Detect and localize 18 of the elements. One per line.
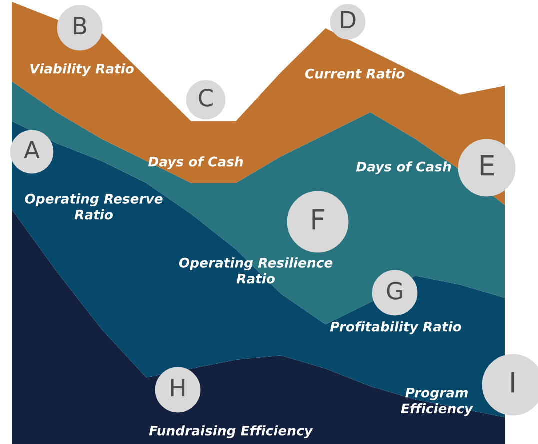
annotation: Program Efficiency (401, 388, 474, 416)
annotation: Current Ratio (305, 68, 405, 79)
annotation: Viability Ratio (30, 64, 134, 76)
annotation: D (341, 11, 356, 29)
annotation: E (480, 155, 494, 176)
annotation: Profitability Ratio (330, 322, 462, 334)
annotation: Days of Cash (356, 162, 452, 174)
annotation: F (312, 209, 324, 230)
annotation: Operating Reserve Ratio (25, 194, 163, 220)
annotation: G (387, 282, 402, 300)
annotation: A (24, 141, 40, 159)
annotation: H (171, 379, 185, 397)
annotation: Days of Cash (148, 156, 244, 170)
annotation: B (74, 17, 86, 35)
annotation: I (512, 372, 514, 393)
annotation: Fundraising Efficiency (149, 426, 314, 438)
annotation: Operating Resilience Ratio (179, 258, 333, 284)
annotation: C (199, 88, 213, 107)
